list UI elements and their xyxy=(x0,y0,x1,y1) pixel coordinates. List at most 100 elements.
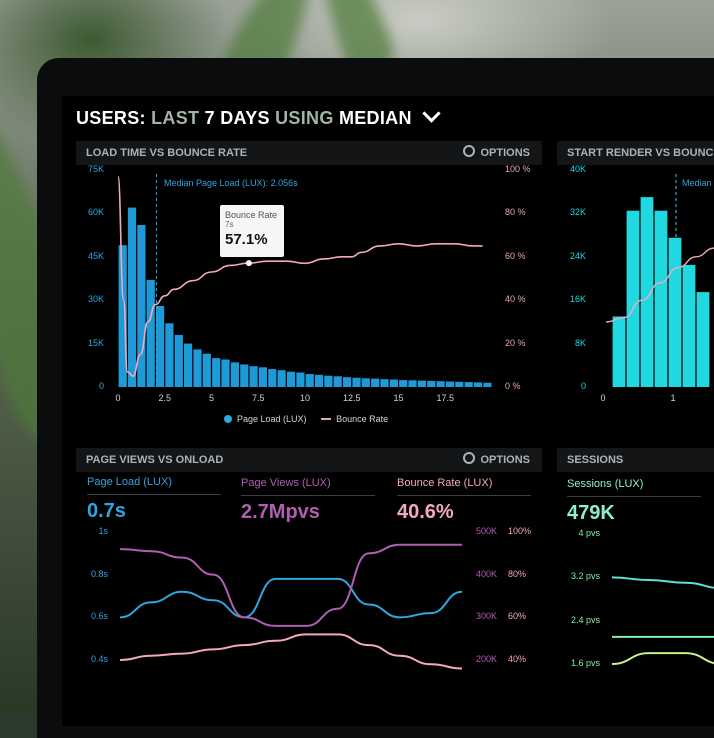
page-load-bar xyxy=(343,377,352,387)
gear-icon xyxy=(463,452,476,464)
y-tick-right: 500K xyxy=(476,526,498,536)
page-load-bar xyxy=(352,377,361,387)
x-tick: 1 xyxy=(670,393,676,403)
panel-title: SESSIONS xyxy=(567,454,624,466)
page-load-bar xyxy=(258,367,267,387)
y-tick-left: 30K xyxy=(87,294,104,305)
y-tick-left: 1s xyxy=(98,526,108,536)
options-button[interactable]: OPTIONS xyxy=(463,141,530,165)
y-tick-right: 0 % xyxy=(505,381,521,391)
kpi-label-pageload[interactable]: Page Load (LUX) xyxy=(87,476,172,488)
options-button[interactable]: OPTIONS xyxy=(463,448,530,472)
title-days: 7 DAYS xyxy=(204,108,270,128)
page-load-bar xyxy=(268,369,277,387)
kpi-value-bounce: 40.6% xyxy=(397,501,454,523)
page-load-bar xyxy=(305,374,314,387)
kpi-divider xyxy=(397,495,531,496)
page-load-bar xyxy=(212,358,221,387)
sessions-line xyxy=(611,576,714,589)
y-tick-left: 40K xyxy=(569,164,586,174)
page-load-bar xyxy=(249,366,258,387)
y-tick-left: 24K xyxy=(569,250,586,261)
y-tick-left: 45K xyxy=(87,250,104,261)
y-tick-left: 0.8s xyxy=(90,568,108,579)
page-load-bar xyxy=(371,378,380,387)
x-tick: 0 xyxy=(600,393,606,403)
page-load-bar xyxy=(464,382,473,387)
legend-bar-label[interactable]: Page Load (LUX) xyxy=(237,414,307,424)
panel-pageviews-header: PAGE VIEWS VS ONLOAD OPTIONS xyxy=(76,448,542,472)
page-load-bar xyxy=(314,374,324,387)
title-median: MEDIAN xyxy=(338,108,412,128)
panel-load-vs-bounce-header: LOAD TIME VS BOUNCE RATE OPTIONS xyxy=(76,141,542,165)
y-tick-left: 75K xyxy=(87,164,104,174)
page-load-bar xyxy=(296,372,305,387)
panel-title: PAGE VIEWS VS ONLOAD xyxy=(86,454,224,466)
start-render-bar xyxy=(626,210,640,387)
gear-icon xyxy=(463,145,476,157)
y-tick-right: 400K xyxy=(476,568,498,579)
kpi-label-bounce[interactable]: Bounce Rate (LUX) xyxy=(397,477,493,489)
page-load-bar xyxy=(417,380,426,387)
page-load-bar xyxy=(361,378,370,387)
page-load-bar xyxy=(436,381,445,387)
x-tick: 10 xyxy=(299,393,310,403)
start-render-bar xyxy=(612,316,626,387)
kpi-divider xyxy=(87,494,221,495)
y-tick-right2: 60% xyxy=(508,611,527,622)
x-tick: 17.5 xyxy=(436,393,455,403)
y-tick-left: 15K xyxy=(87,337,104,348)
page-load-bar xyxy=(427,380,436,387)
y-tick-left: 0 xyxy=(580,381,586,391)
x-tick: 5 xyxy=(208,393,214,403)
page-load-bar xyxy=(277,370,286,387)
bounce-rate-line-3 xyxy=(119,633,463,670)
median-label: Median Page Load (LUX): 2.056s xyxy=(164,178,298,188)
kpi-value-sessions: 479K xyxy=(567,502,615,524)
page-load-bar xyxy=(146,279,155,387)
dashboard-screen: USERS: LAST 7 DAYS USING MEDIAN LOAD TIM… xyxy=(62,96,714,726)
legend-line-label[interactable]: Bounce Rate xyxy=(336,414,389,424)
page-load-bar xyxy=(399,380,408,387)
y-tick-left: 0.4s xyxy=(90,654,108,664)
kpi-divider xyxy=(241,495,375,496)
y-tick-left: 32K xyxy=(569,207,586,218)
page-load-bar xyxy=(118,245,127,387)
y-tick-left: 3.2 pvs xyxy=(570,571,600,582)
kpi-label-pageviews[interactable]: Page Views (LUX) xyxy=(241,477,331,489)
bounce-rate-line-2 xyxy=(605,247,714,323)
panel-start-render-header: START RENDER VS BOUNCE xyxy=(557,141,714,165)
page-load-bar xyxy=(380,379,389,387)
page-load-bar xyxy=(455,381,464,387)
y-tick-right2: 40% xyxy=(508,654,527,664)
bounce-tooltip: Bounce Rate 7s 57.1% xyxy=(220,205,284,257)
page-load-bar xyxy=(127,207,137,387)
kpi-label-sessions[interactable]: Sessions (LUX) xyxy=(567,478,644,490)
page-views-line xyxy=(119,543,462,627)
y-tick-left: 0.6s xyxy=(90,611,108,622)
x-tick: 7.5 xyxy=(251,393,265,403)
page-load-bar xyxy=(483,382,492,387)
y-tick-right2: 100% xyxy=(508,526,532,536)
title-using: USING xyxy=(275,108,334,128)
dashboard-title[interactable]: USERS: LAST 7 DAYS USING MEDIAN xyxy=(76,104,441,129)
y-tick-left: 1.6 pvs xyxy=(570,658,600,668)
page-load-bar xyxy=(174,334,183,387)
y-tick-left: 8K xyxy=(574,337,586,348)
panel-sessions-header: SESSIONS xyxy=(557,448,714,472)
x-tick: 12.5 xyxy=(342,393,361,403)
page-load-bar xyxy=(202,353,211,387)
page-load-bar xyxy=(445,381,455,387)
y-tick-left: 2.4 pvs xyxy=(570,614,600,625)
y-tick-left: 0 xyxy=(98,381,104,391)
y-tick-right: 100 % xyxy=(505,164,531,174)
y-tick-right: 60 % xyxy=(505,250,526,261)
page-load-bar xyxy=(240,364,249,387)
page-load-bar xyxy=(408,380,417,387)
page-load-bar xyxy=(333,376,342,387)
panel-title: START RENDER VS BOUNCE xyxy=(567,147,714,159)
hover-cursor xyxy=(245,260,252,267)
y-tick-right2: 80% xyxy=(508,568,527,579)
y-tick-right: 40 % xyxy=(505,294,526,305)
legend-line-swatch xyxy=(321,418,332,420)
